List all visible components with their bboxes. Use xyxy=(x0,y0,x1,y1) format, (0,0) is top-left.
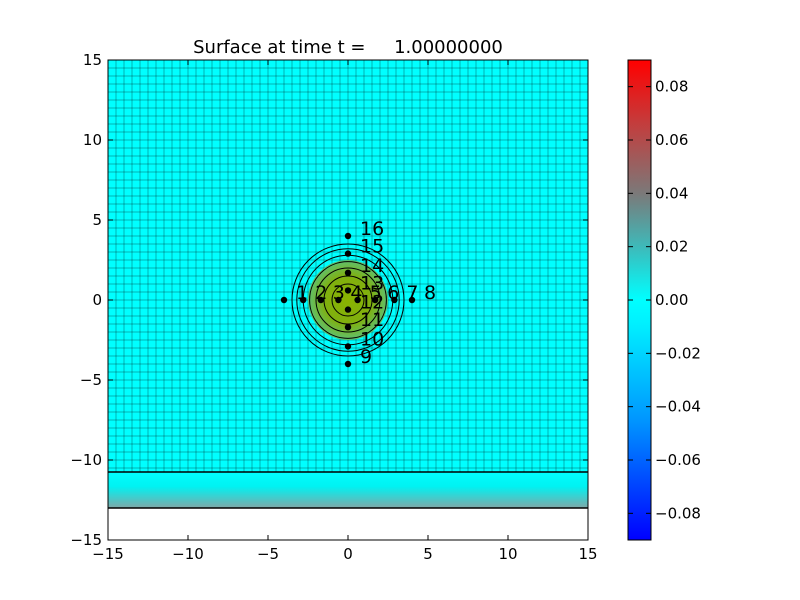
gauge-label: 12 xyxy=(360,292,384,314)
gauge-point xyxy=(372,296,379,304)
gauge-point xyxy=(344,360,352,368)
colorbar-tick-label: 0.04 xyxy=(655,184,688,202)
gauge-label: 14 xyxy=(360,255,384,277)
y-axis: −15 −10 −5 0 5 10 15 xyxy=(70,51,588,549)
gauge-point xyxy=(344,324,352,331)
gauge-label: 10 xyxy=(360,328,384,350)
x-tick-label: −15 xyxy=(92,545,124,563)
y-tick-label: −5 xyxy=(80,371,102,389)
contour-line xyxy=(323,275,373,325)
gauge-point xyxy=(344,287,352,294)
gauge-label: 15 xyxy=(360,236,384,258)
colorbar-tick-label: −0.02 xyxy=(655,344,701,362)
gauge-point xyxy=(354,296,361,304)
contour-line xyxy=(309,261,387,339)
y-tick-label: 0 xyxy=(92,291,102,309)
gauge-point xyxy=(317,296,324,304)
surface-bump xyxy=(308,260,388,340)
colorbar-tick-label: 0.02 xyxy=(655,238,688,256)
gauge-point xyxy=(391,296,398,304)
gauge-point xyxy=(344,343,352,350)
colorbar-tick-label: 0.00 xyxy=(655,291,688,309)
gauge-label: 11 xyxy=(360,309,384,331)
x-tick-label: −5 xyxy=(257,545,279,563)
y-tick-label: −15 xyxy=(70,531,102,549)
x-tick-label: 15 xyxy=(578,545,597,563)
gauge-point xyxy=(408,296,416,304)
gauge-label: 13 xyxy=(360,272,384,294)
colorbar-tick-label: 0.08 xyxy=(655,78,688,96)
chart-title: Surface at time t = 1.00000000 xyxy=(193,37,503,58)
colorbar-tick-label: −0.04 xyxy=(655,398,701,416)
gauge-label: 9 xyxy=(360,346,372,368)
x-tick-label: 10 xyxy=(498,545,517,563)
contour-line xyxy=(315,267,381,333)
gauge-label: 8 xyxy=(424,282,436,304)
colorbar-tick-label: −0.06 xyxy=(655,451,701,469)
y-tick-label: 15 xyxy=(83,51,102,69)
gauge-point xyxy=(344,306,352,313)
gauge-point xyxy=(344,269,352,276)
y-tick-label: 5 xyxy=(92,211,102,229)
colorbar-tick-label: −0.08 xyxy=(655,504,701,522)
contour-line xyxy=(291,243,405,357)
colorbar-tick-label: 0.06 xyxy=(655,131,688,149)
y-tick-label: −10 xyxy=(70,451,102,469)
contour-line xyxy=(296,248,400,352)
gauge-point xyxy=(280,296,288,304)
gauge-point xyxy=(344,232,352,240)
y-tick-label: 10 xyxy=(83,131,102,149)
contour-line xyxy=(331,283,365,317)
x-tick-label: 0 xyxy=(343,545,353,563)
gauge-label: 16 xyxy=(360,218,384,240)
x-axis: −15 −10 −5 0 5 10 15 xyxy=(92,60,598,563)
x-tick-label: −10 xyxy=(172,545,204,563)
shelf-region xyxy=(108,472,588,508)
colorbar: 0.08 0.06 0.04 0.02 0.00 −0.02 −0.04 −0.06 −0.08 xyxy=(627,59,701,541)
colorbar-ticks: 0.08 0.06 0.04 0.02 0.00 −0.02 −0.04 −0.06 −0.08 xyxy=(628,78,701,522)
gauge-point xyxy=(300,296,307,304)
gauge-point xyxy=(335,296,342,304)
x-tick-label: 5 xyxy=(423,545,433,563)
gauge-point xyxy=(344,250,352,257)
